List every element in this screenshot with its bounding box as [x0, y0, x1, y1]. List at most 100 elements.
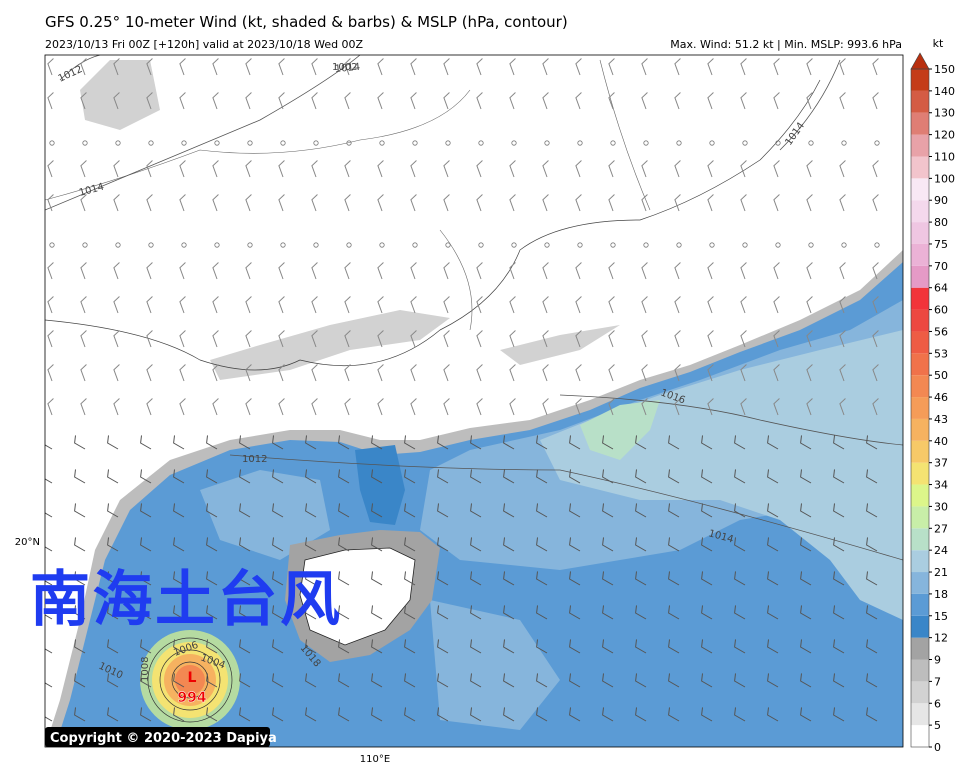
wind-barb [146, 296, 153, 314]
wind-barb [542, 364, 549, 382]
wind-barb [140, 673, 152, 688]
wind-barb [536, 537, 548, 552]
wind-calm [214, 140, 220, 146]
wind-calm [577, 242, 583, 248]
colorbar-label: 37 [934, 457, 948, 470]
wind-barb [239, 571, 251, 586]
wind-barb [806, 330, 813, 348]
wind-barb [212, 296, 219, 314]
wind-barb [212, 364, 219, 382]
wind-barb [707, 398, 714, 416]
wind-barb [641, 160, 648, 178]
wind-barb [800, 537, 812, 552]
colorbar-label: 75 [934, 238, 948, 251]
wind-barb [509, 194, 516, 212]
wind-barb [701, 469, 713, 484]
wind-barb [437, 435, 449, 450]
colorbar-box [911, 353, 929, 376]
wind-barb [173, 435, 185, 450]
wind-barb [635, 673, 647, 688]
colorbar-box [911, 243, 929, 266]
wind-calm [346, 242, 352, 248]
province-border [45, 59, 651, 331]
colorbar-box [911, 725, 929, 747]
wind-barb [839, 194, 846, 212]
wind-barb [80, 296, 87, 314]
wind-barb [47, 398, 54, 416]
wind-barb [575, 330, 582, 348]
wind-barb [800, 469, 812, 484]
wind-barb [608, 58, 615, 76]
wind-barb [575, 92, 582, 110]
contour-label: 1002 [332, 62, 357, 73]
wind-barb [437, 537, 449, 552]
wind-calm [676, 242, 682, 248]
wind-barb [311, 330, 318, 348]
title: GFS 0.25° 10-meter Wind (kt, shaded & ba… [45, 13, 568, 31]
wind-barb [833, 673, 845, 688]
wind-barb [47, 58, 54, 76]
wind-barb [635, 571, 647, 586]
wind-barb [740, 58, 747, 76]
wind-barb [80, 262, 87, 280]
wind-barb [839, 330, 846, 348]
wind-barb [113, 194, 120, 212]
wind-calm [841, 242, 847, 248]
wind-barb [305, 537, 317, 552]
wind-barb [674, 330, 681, 348]
wind-barb [107, 469, 119, 484]
wind-barb [80, 398, 87, 416]
wind-barb [377, 262, 384, 280]
colorbar-box [911, 528, 929, 551]
wind-barb [569, 639, 581, 654]
wind-barb [773, 92, 780, 110]
wind-barb [74, 571, 86, 586]
wind-barb [674, 58, 681, 76]
wind-barb [344, 92, 351, 110]
wind-barb [536, 571, 548, 586]
wind-barb [674, 92, 681, 110]
wind-barb [344, 58, 351, 76]
wind-barb [602, 605, 614, 620]
wind-barb [833, 571, 845, 586]
wind-barb [536, 605, 548, 620]
colorbar-box [911, 703, 929, 726]
wind-barb [173, 707, 185, 722]
colorbar-label: 150 [934, 63, 955, 76]
wind-calm [412, 242, 418, 248]
wind-barb [569, 707, 581, 722]
wind-barb [503, 639, 515, 654]
typhoon-core [140, 630, 240, 730]
wind-barb [641, 92, 648, 110]
wind-barb [701, 605, 713, 620]
wind-barb [371, 537, 383, 552]
colorbar-box [911, 200, 929, 223]
wind-barb [146, 160, 153, 178]
wind-calm [445, 242, 451, 248]
wind-barb [371, 639, 383, 654]
wind-barb [773, 58, 780, 76]
wind-barb [410, 262, 417, 280]
wind-barb [668, 503, 680, 518]
wind-barb [437, 673, 449, 688]
wind-calm [874, 140, 880, 146]
wind-barb [140, 503, 152, 518]
wind-calm [148, 242, 154, 248]
colorbar-label: 140 [934, 85, 955, 98]
wind-barb [707, 92, 714, 110]
colorbar-box [911, 331, 929, 354]
wind-barb [839, 58, 846, 76]
wind-calm [247, 242, 253, 248]
wind-barb [575, 160, 582, 178]
wind-barb [668, 435, 680, 450]
wind-barb [740, 364, 747, 382]
wind-calm [841, 140, 847, 146]
wind-barb [305, 571, 317, 586]
colorbar-label: 21 [934, 566, 948, 579]
wind-barb [608, 330, 615, 348]
wind-barb [179, 330, 186, 348]
wind-barb [437, 707, 449, 722]
colorbar-label: 7 [934, 675, 941, 688]
wind-calm [82, 140, 88, 146]
wind-barb [602, 707, 614, 722]
